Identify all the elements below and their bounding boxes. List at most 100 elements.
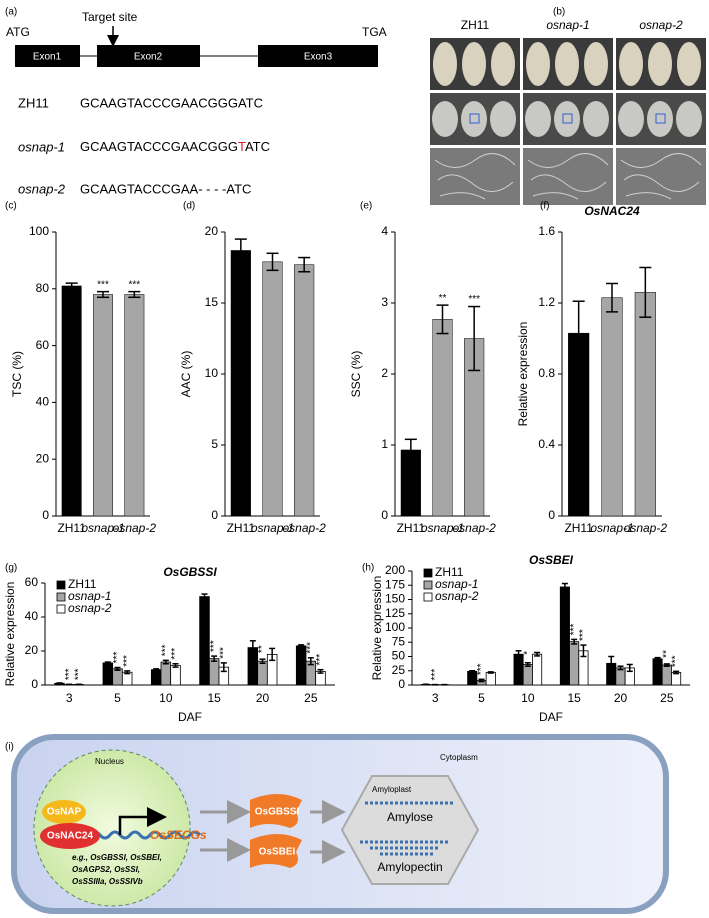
significance: *** — [578, 629, 589, 641]
y-axis-label: TSC (%) — [10, 351, 24, 397]
protein — [42, 800, 86, 824]
column-label: osnap-1 — [546, 18, 589, 32]
significance: *** — [97, 279, 109, 290]
y-tick-label: 20 — [205, 224, 219, 238]
legend-label: osnap-2 — [68, 601, 112, 615]
genotype-label: osnap-2 — [18, 181, 66, 196]
y-tick-label: 1 — [381, 437, 388, 451]
y-tick-label: 0 — [548, 508, 555, 522]
product-label: Amylopectin — [377, 860, 442, 874]
grain — [584, 42, 608, 86]
y-tick-label: 0 — [211, 508, 218, 522]
sequence: GCAAGTACCCGAA- - - -ATC — [80, 181, 251, 196]
transcription-arrow — [118, 807, 167, 835]
grain-section — [525, 101, 551, 137]
y-tick-label: 60 — [36, 338, 50, 352]
y-tick-label: 2 — [381, 366, 388, 380]
amylopectin-chain — [360, 840, 450, 856]
stop-codon: TGA — [362, 25, 387, 39]
sequence: GCAAGTACCCGAACGGGATC — [80, 95, 263, 110]
y-tick-label: 0 — [42, 508, 49, 522]
y-tick-label: 20 — [25, 643, 39, 657]
y-tick-label: 200 — [385, 563, 405, 577]
bar — [112, 668, 123, 686]
grain-section — [554, 101, 580, 137]
significance: *** — [305, 642, 316, 654]
x-tick-label: ZH11 — [564, 521, 593, 535]
x-tick-label: 15 — [567, 691, 581, 705]
x-tick-label: 3 — [432, 691, 439, 705]
bar — [569, 641, 580, 686]
y-tick-label: 5 — [211, 437, 218, 451]
bar — [61, 285, 82, 517]
x-tick-label: ZH11 — [397, 521, 426, 535]
x-tick-label: osnap-2 — [282, 521, 326, 535]
chart-title: OsGBSSI — [163, 565, 217, 579]
sequence: GCAAGTACCCGAACGGGTATC — [80, 139, 270, 154]
x-tick-label: 25 — [304, 691, 318, 705]
y-tick-label: 1.6 — [538, 224, 555, 238]
y-tick-label: 75 — [392, 634, 406, 648]
enzyme-label: OsGBSSI — [255, 807, 300, 818]
sem-texture — [527, 153, 609, 200]
significance: ** — [257, 645, 268, 653]
significance: * — [522, 651, 533, 655]
y-tick-label: 40 — [25, 609, 39, 623]
x-tick-label: osnap-1 — [590, 521, 633, 535]
x-tick-label: osnap-2 — [624, 521, 668, 535]
column-label: osnap-2 — [639, 18, 683, 32]
amyloplast-label: Amyloplast — [372, 785, 412, 794]
y-tick-label: 20 — [36, 451, 50, 465]
significance: ** — [661, 650, 672, 658]
target-label: Target site — [82, 10, 138, 24]
bar — [170, 665, 181, 686]
example-genes: e.g., OsGBSSI, OsSBEI, — [72, 853, 162, 862]
nucleus — [33, 749, 191, 907]
grain-section — [461, 101, 487, 137]
grain — [462, 42, 486, 86]
y-tick-label: 15 — [205, 295, 219, 309]
sequence-part: ATC — [245, 139, 270, 154]
x-tick-label: osnap-1 — [421, 521, 464, 535]
significance: *** — [209, 640, 220, 652]
panel-label: (d) — [183, 201, 195, 212]
bar — [160, 661, 172, 686]
exon — [97, 45, 200, 67]
bar — [294, 264, 315, 517]
bar — [124, 294, 145, 517]
y-tick-label: 100 — [29, 224, 49, 238]
y-tick-label: 25 — [392, 663, 406, 677]
significance: *** — [569, 623, 580, 635]
column-label: ZH11 — [461, 18, 490, 32]
bar — [513, 653, 524, 686]
exon-label: Exon2 — [134, 52, 163, 63]
bar — [615, 667, 626, 686]
significance: *** — [73, 668, 84, 680]
significance: *** — [160, 644, 171, 656]
protein-label: OsNAC24 — [47, 831, 94, 842]
panel-label: (f) — [540, 201, 549, 212]
y-axis-label: SSC (%) — [349, 351, 363, 398]
gene-label: OsSECGs — [150, 828, 207, 842]
significance: ** — [439, 293, 447, 304]
panel-label: (b) — [553, 7, 565, 18]
significance: *** — [218, 647, 229, 659]
bar — [257, 660, 268, 686]
y-tick-label: 50 — [392, 649, 406, 663]
y-tick-label: 0.4 — [538, 437, 555, 451]
y-tick-label: 10 — [205, 366, 219, 380]
legend-swatch — [423, 580, 433, 590]
bar — [102, 662, 114, 686]
y-axis-label: Relative expression — [370, 576, 384, 681]
legend-label: ZH11 — [68, 577, 97, 591]
genotype-label: osnap-1 — [18, 139, 65, 154]
example-genes: OsAGPS2, OsSSI, — [72, 865, 140, 874]
grain — [677, 42, 701, 86]
significance: *** — [476, 663, 487, 675]
cytoplasm-label: Cytoplasm — [440, 753, 478, 762]
significance: *** — [468, 294, 480, 305]
bar — [485, 672, 496, 686]
x-tick-label: ZH11 — [57, 521, 86, 535]
grain — [648, 42, 672, 86]
